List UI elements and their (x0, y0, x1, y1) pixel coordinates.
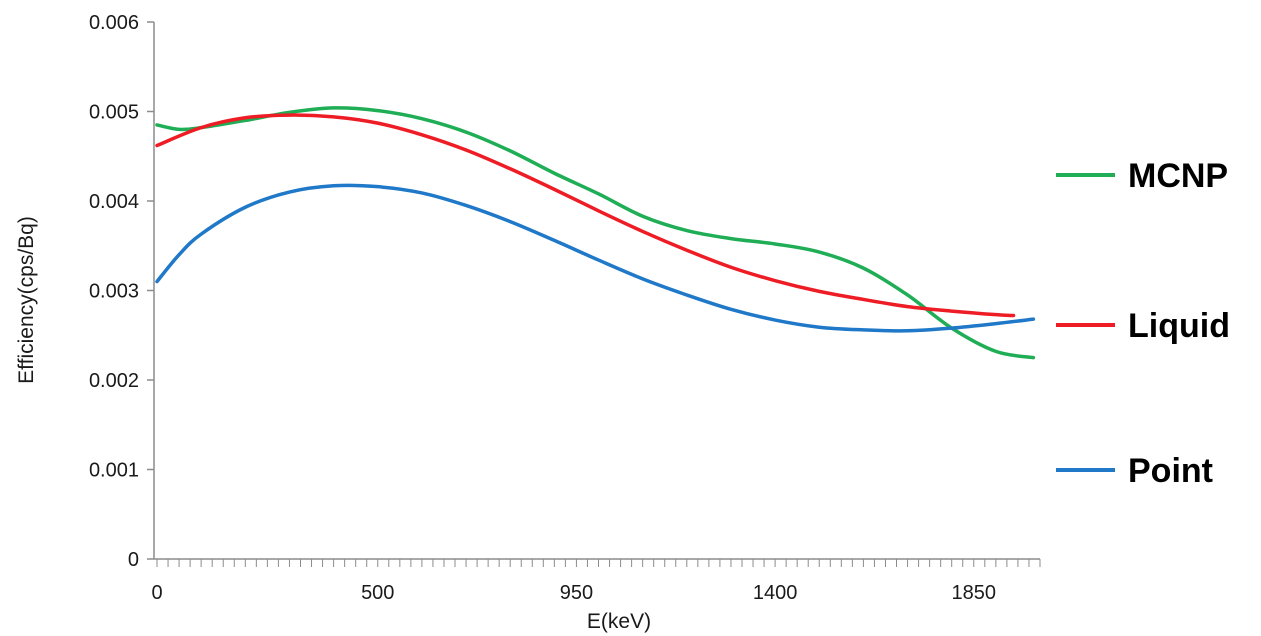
y-tick-label: 0.004 (89, 191, 139, 213)
plot-area: 0 0.001 0.002 0.003 0.004 0.005 0.006 0 500 950 1… (89, 12, 1041, 604)
x-tick-label: 500 (361, 582, 394, 604)
y-tick-label: 0.001 (89, 460, 139, 482)
y-axis-title: Efficiency(cps/Bq) (15, 216, 38, 384)
series-line-point (155, 183, 1036, 333)
y-tick-label: 0.006 (89, 12, 139, 34)
y-tick-label: 0.005 (89, 102, 139, 124)
legend-label: Point (1128, 452, 1213, 490)
legend: MCNP Liquid Point (1056, 157, 1230, 490)
legend-item-liquid: Liquid (1056, 307, 1230, 345)
series-lines (155, 106, 1036, 360)
x-axis-ticks: 0 500 950 1400 1850 (151, 582, 996, 604)
legend-label: Liquid (1128, 307, 1230, 345)
y-tick-label: 0.002 (89, 370, 139, 392)
x-tick-label: 1400 (753, 582, 798, 604)
x-tick-label: 1850 (952, 582, 997, 604)
y-tick-label: 0 (128, 549, 139, 571)
legend-item-mcnp: MCNP (1056, 157, 1228, 195)
x-tick-label: 950 (560, 582, 593, 604)
legend-item-point: Point (1056, 452, 1213, 490)
x-axis-minor-ticks (156, 559, 1041, 567)
series-line-liquid (155, 113, 1016, 318)
y-axis-ticks: 0 0.001 0.002 0.003 0.004 0.005 0.006 (89, 12, 154, 571)
y-tick-label: 0.003 (89, 281, 139, 303)
x-tick-label: 0 (151, 582, 162, 604)
x-axis-title: E(keV) (587, 610, 651, 633)
legend-label: MCNP (1128, 157, 1228, 195)
series-line-mcnp (155, 106, 1036, 360)
